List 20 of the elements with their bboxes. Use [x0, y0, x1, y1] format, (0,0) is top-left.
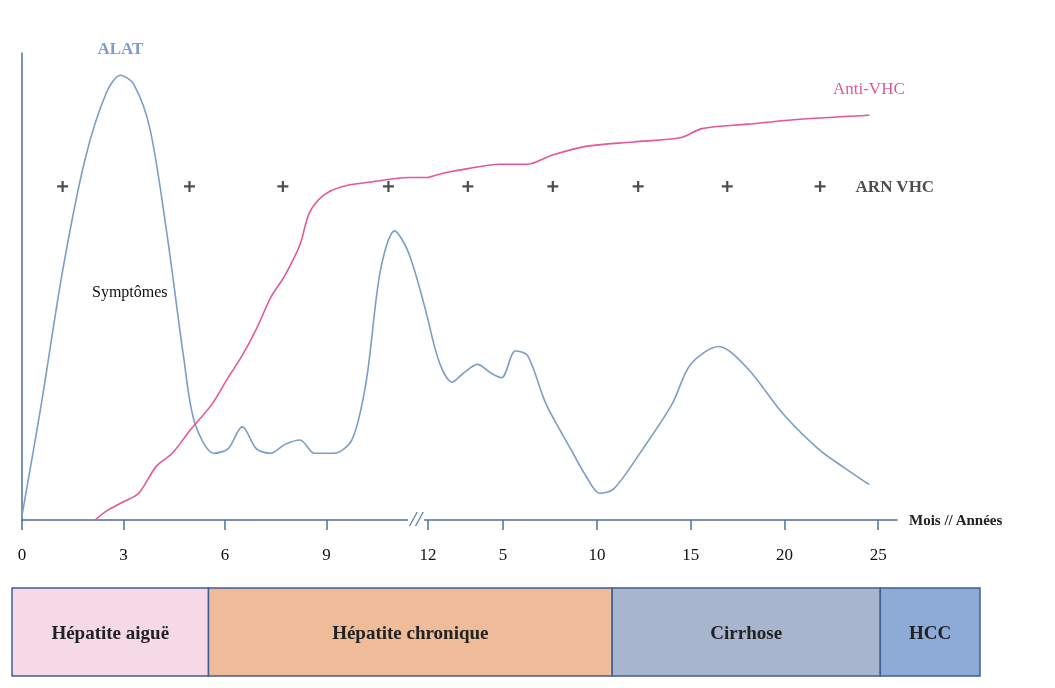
- x-tick-label: 0: [17, 545, 27, 564]
- x2-axis-title: Mois // Années: [909, 512, 1003, 528]
- x-tick-label: 9: [322, 545, 331, 564]
- x2-tick-label: 15: [682, 545, 700, 564]
- x2-tick-label: 10: [588, 545, 606, 564]
- x2-tick-label: 25: [869, 545, 887, 564]
- category-label: Cirrhose: [710, 621, 783, 643]
- category-label: Hépatite aiguë: [51, 621, 170, 643]
- x2-tick-label: 5: [498, 545, 508, 564]
- x-tick-label: 12: [419, 545, 437, 564]
- x-tick-label: 3: [119, 545, 128, 564]
- series-label: ALAT: [97, 39, 145, 59]
- x2-tick-label: 20: [775, 545, 793, 564]
- category-label: HCC: [909, 621, 952, 643]
- annotation: Symptômes: [92, 282, 168, 301]
- series-label: Anti-VHC: [832, 79, 905, 99]
- x-tick-label: 6: [220, 545, 230, 564]
- category-label: Hépatite chronique: [332, 621, 489, 643]
- annotation: //: [407, 505, 425, 531]
- series-label: ARN VHC: [855, 176, 935, 196]
